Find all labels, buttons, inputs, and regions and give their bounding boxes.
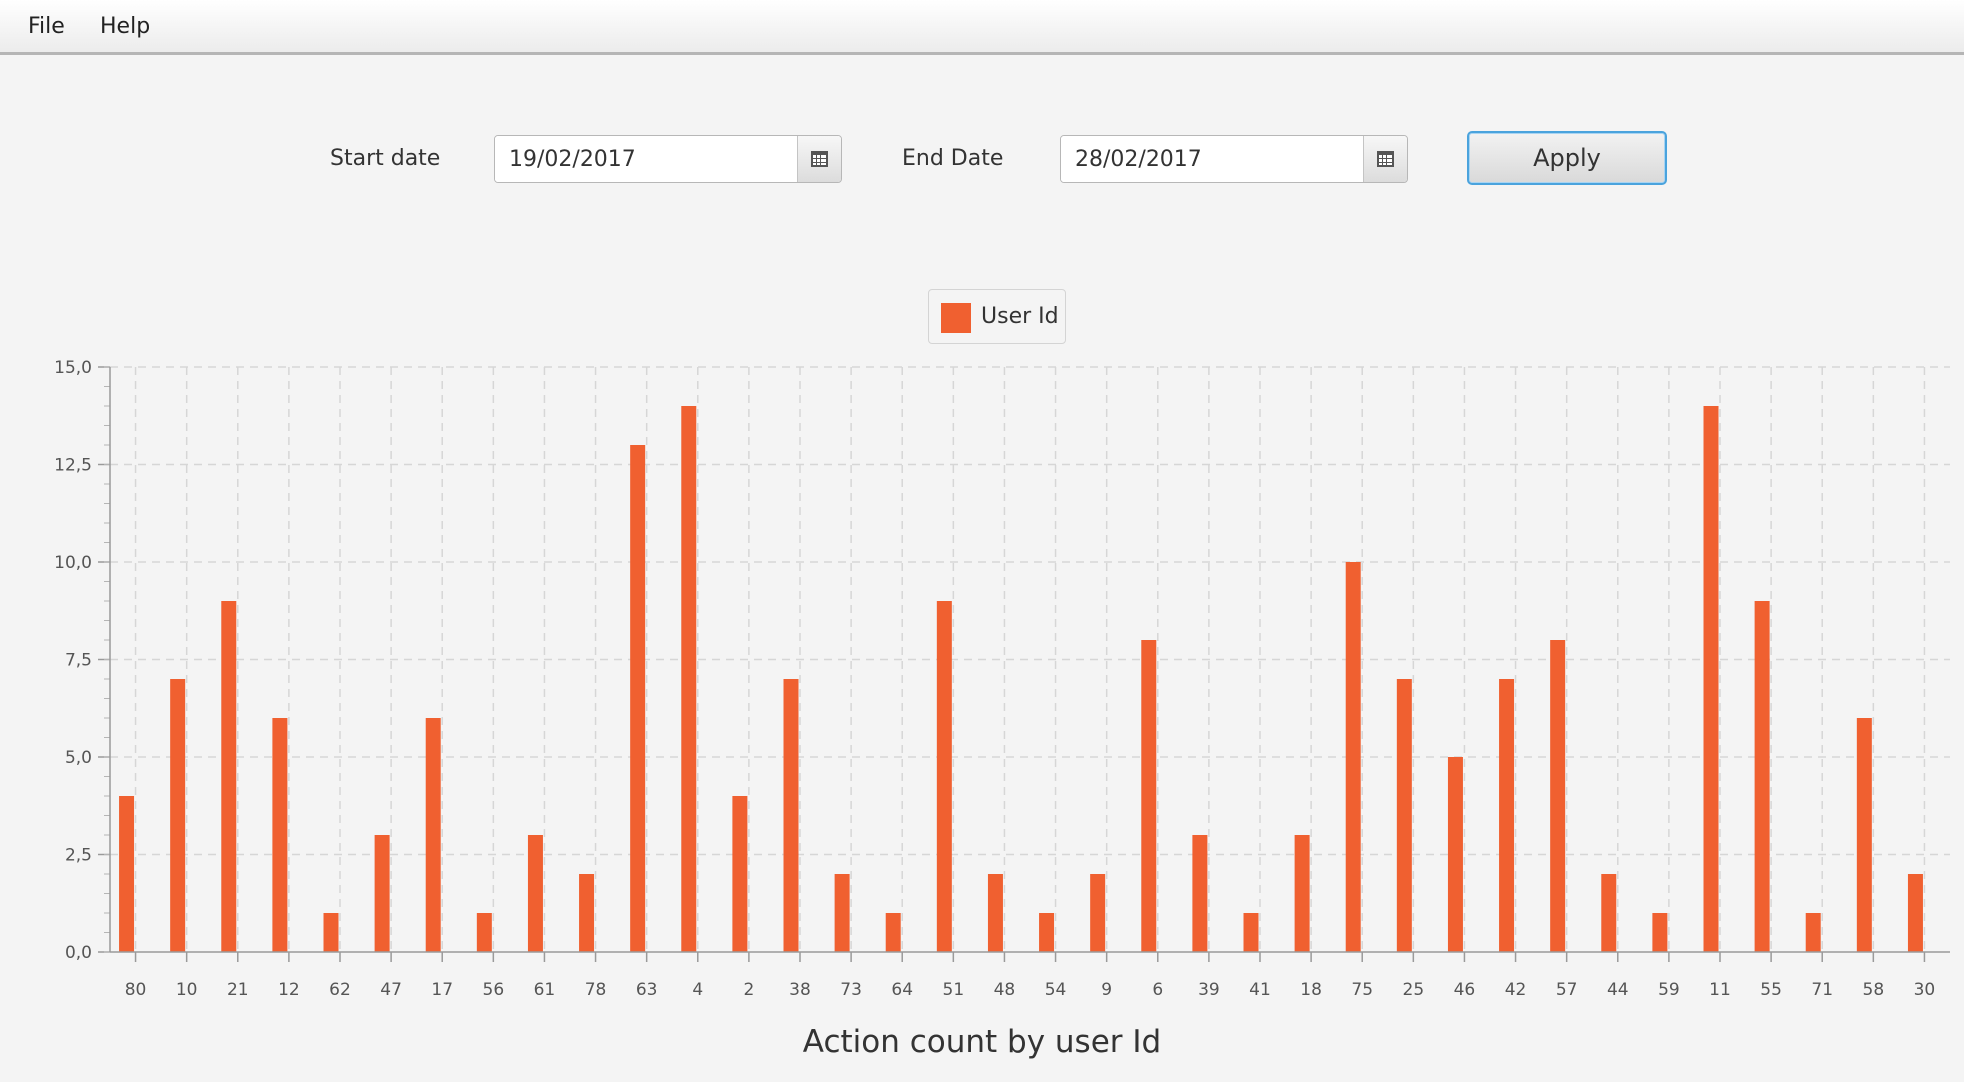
start-date-input[interactable] [495,136,797,182]
x-tick-label: 41 [1249,980,1271,1000]
x-tick-label: 44 [1607,980,1629,1000]
y-tick-label: 12,5 [54,456,92,476]
start-date-calendar-button[interactable] [797,136,841,182]
bar [1907,874,1923,952]
x-tick-label: 2 [743,980,754,1000]
bar [1601,874,1617,952]
bar [1192,835,1208,952]
x-tick-label: 9 [1101,980,1112,1000]
x-tick-label: 10 [176,980,198,1000]
bar [834,874,850,952]
bar [221,601,237,952]
calendar-icon [811,151,828,167]
y-tick-label: 0,0 [65,943,92,963]
bar [1652,913,1668,952]
bar [1141,640,1157,952]
bar [732,796,748,952]
bar [1243,913,1259,952]
x-tick-label: 73 [840,980,862,1000]
x-tick-label: 61 [534,980,556,1000]
bar [1345,562,1361,952]
x-tick-label: 48 [994,980,1016,1000]
bar [987,874,1003,952]
x-tick-label: 21 [227,980,249,1000]
x-tick-label: 75 [1351,980,1373,1000]
x-tick-label: 42 [1505,980,1527,1000]
x-tick-label: 25 [1403,980,1425,1000]
x-tick-label: 56 [483,980,505,1000]
bar [272,718,288,952]
start-date-picker [494,135,842,183]
x-tick-label: 38 [789,980,811,1000]
legend-label: User Id [981,304,1059,329]
x-tick-label: 58 [1863,980,1885,1000]
chart-title: Action count by user Id [802,1024,1162,1060]
bar [476,913,492,952]
bar [885,913,901,952]
bar [1294,835,1310,952]
end-date-calendar-button[interactable] [1363,136,1407,182]
x-tick-label: 6 [1152,980,1163,1000]
x-tick-label: 46 [1454,980,1476,1000]
bar [425,718,441,952]
x-tick-label: 39 [1198,980,1220,1000]
menu-bar: File Help [0,0,1964,55]
bar [1856,718,1872,952]
bar [630,445,646,952]
bar [579,874,595,952]
x-tick-label: 78 [585,980,607,1000]
x-tick-label: 63 [636,980,658,1000]
x-tick-label: 11 [1709,980,1731,1000]
bar [170,679,186,952]
x-tick-label: 59 [1658,980,1680,1000]
calendar-icon [1377,151,1394,167]
bar [1447,757,1463,952]
end-date-label: End Date [902,146,1004,171]
start-date-label: Start date [330,146,441,171]
bar [1499,679,1515,952]
x-tick-label: 51 [943,980,965,1000]
bar [374,835,390,952]
bar [323,913,339,952]
x-tick-label: 57 [1556,980,1578,1000]
apply-button[interactable]: Apply [1467,131,1667,185]
x-tick-label: 80 [125,980,147,1000]
y-tick-label: 5,0 [65,748,92,768]
bar [527,835,543,952]
bar [1396,679,1412,952]
end-date-picker [1060,135,1408,183]
bar [1550,640,1566,952]
bar [1805,913,1821,952]
bar [783,679,799,952]
bar [1703,406,1719,952]
x-tick-label: 12 [278,980,300,1000]
bar [936,601,952,952]
y-tick-label: 10,0 [54,553,92,573]
bar [119,796,135,952]
x-tick-label: 4 [692,980,703,1000]
x-tick-label: 55 [1760,980,1782,1000]
menu-file[interactable]: File [28,14,65,39]
end-date-input[interactable] [1061,136,1363,182]
menu-help[interactable]: Help [100,14,151,39]
x-tick-label: 47 [380,980,402,1000]
bar [681,406,697,952]
x-tick-label: 30 [1914,980,1936,1000]
bar [1090,874,1106,952]
x-tick-label: 17 [431,980,453,1000]
x-tick-label: 64 [891,980,913,1000]
y-tick-label: 15,0 [54,358,92,378]
y-tick-label: 2,5 [65,846,92,866]
bar [1039,913,1055,952]
y-tick-label: 7,5 [65,651,92,671]
bar [1754,601,1770,952]
x-tick-label: 54 [1045,980,1067,1000]
chart-legend: User Id [928,289,1066,344]
legend-swatch [941,303,971,333]
x-tick-label: 62 [329,980,351,1000]
x-tick-label: 18 [1300,980,1322,1000]
x-tick-label: 71 [1811,980,1833,1000]
